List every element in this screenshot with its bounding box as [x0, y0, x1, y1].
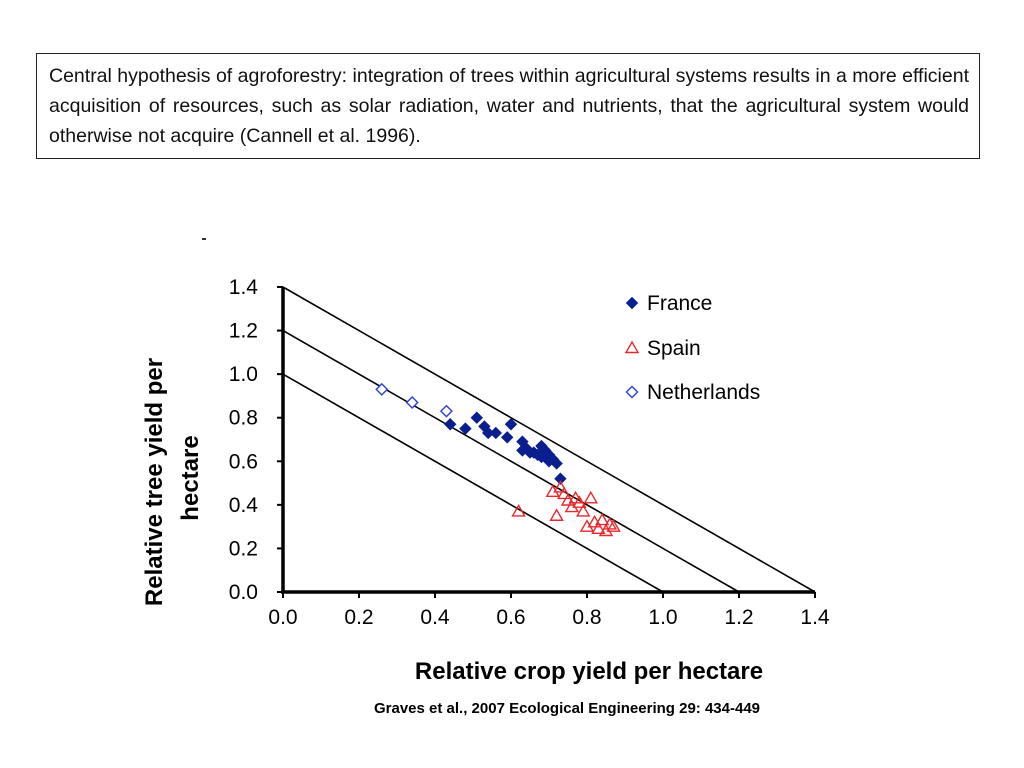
legend-label-spain: Spain	[647, 337, 701, 360]
y-axis-label-line-2: hectare	[177, 435, 204, 520]
spain-point	[575, 503, 591, 517]
france-point	[550, 457, 563, 470]
y-ticks: 0.0 0.2 0.4 0.6 0.8 1.0 1.2 1.4	[229, 276, 283, 604]
stray-mark	[202, 238, 206, 240]
spain-point	[549, 508, 564, 521]
legend-label-netherlands: Netherlands	[647, 381, 760, 404]
spain-point	[564, 499, 580, 513]
axes	[281, 287, 815, 594]
spain-point	[602, 517, 618, 530]
reference-lines	[282, 286, 816, 593]
x-tick-label: 0.8	[572, 606, 601, 629]
y-tick-label: 0.8	[229, 407, 258, 430]
x-tick-label: 1.2	[724, 606, 753, 629]
spain-point	[545, 484, 561, 497]
reference-line-2	[282, 286, 816, 593]
citation: Graves et al., 2007 Ecological Engineeri…	[373, 700, 761, 717]
hypothesis-box: Central hypothesis of agroforestry: inte…	[36, 53, 980, 159]
reference-line-1	[282, 329, 740, 593]
france-point	[489, 426, 503, 440]
reference-line-0	[282, 373, 664, 593]
netherlands-point	[439, 404, 453, 418]
netherlands-point	[375, 382, 389, 396]
france-point	[459, 422, 472, 435]
france-point	[470, 411, 484, 424]
y-axis-label-line-1: Relative tree yield per	[141, 358, 168, 606]
y-tick-label: 0.2	[229, 537, 258, 560]
y-tick-label: 1.0	[229, 363, 258, 386]
legend-marker-netherlands	[625, 385, 639, 399]
spain-point	[583, 490, 599, 504]
france-point	[443, 418, 457, 431]
y-tick-label: 0.0	[229, 581, 258, 604]
y-tick-label: 1.4	[229, 276, 259, 299]
y-tick-label: 1.2	[229, 320, 258, 343]
data-points	[375, 382, 621, 537]
x-ticks: 0.0 0.2 0.4 0.6 0.8 1.0 1.2 1.4	[268, 592, 830, 629]
x-tick-label: 1.0	[648, 606, 677, 629]
x-tick-label: 0.2	[344, 606, 373, 629]
spain-point	[553, 480, 568, 493]
spain-point	[591, 521, 606, 535]
spain-point	[556, 486, 572, 500]
legend-marker-spain	[624, 340, 640, 354]
spain-point	[579, 519, 595, 532]
legend-label-france: France	[647, 292, 712, 315]
legend: France Spain Netherlands	[624, 292, 760, 404]
legend-marker-france	[625, 296, 639, 310]
france-point	[500, 431, 514, 444]
y-tick-label: 0.4	[229, 494, 259, 517]
spain-point	[598, 523, 614, 537]
hypothesis-text: Central hypothesis of agroforestry: inte…	[49, 65, 969, 147]
y-tick-label: 0.6	[229, 450, 258, 473]
x-tick-label: 0.6	[496, 606, 525, 629]
spain-point	[594, 512, 610, 526]
france-point	[504, 418, 518, 431]
spain-point	[606, 519, 621, 532]
netherlands-point	[405, 395, 419, 409]
spain-point	[511, 503, 526, 517]
x-tick-label: 0.0	[268, 606, 297, 629]
spain-point	[572, 495, 587, 508]
x-axis-label: Relative crop yield per hectare	[415, 658, 763, 685]
france-point	[554, 472, 567, 485]
x-tick-label: 1.4	[800, 606, 830, 629]
x-tick-label: 0.4	[420, 606, 450, 629]
